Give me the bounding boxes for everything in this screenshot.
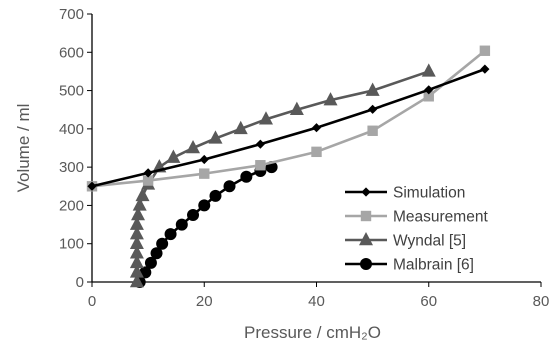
data-point-malbrain-6 bbox=[150, 247, 163, 260]
series-simulation bbox=[87, 64, 490, 191]
data-point-measurement bbox=[199, 168, 210, 179]
legend-label: Malbrain [6] bbox=[393, 257, 474, 274]
data-point-simulation bbox=[480, 64, 490, 74]
y-tick-label: 600 bbox=[59, 44, 84, 61]
legend-item-wyndal-5: Wyndal [5] bbox=[345, 231, 466, 250]
data-point-wyndal-5 bbox=[421, 63, 436, 77]
legend: Simulation Measurement Wyndal [5] Malbrain … bbox=[345, 185, 488, 274]
series-layer bbox=[86, 45, 491, 288]
data-point-simulation bbox=[255, 139, 265, 149]
series-wyndal-5 bbox=[129, 63, 436, 288]
data-point-simulation bbox=[368, 104, 378, 114]
data-point-wyndal-5 bbox=[131, 206, 146, 221]
data-point-wyndal-5 bbox=[289, 101, 304, 115]
data-point-simulation bbox=[199, 154, 209, 165]
data-point-malbrain-6 bbox=[209, 189, 222, 202]
data-point-wyndal-5 bbox=[166, 149, 181, 163]
legend-marker-wyndal-5 bbox=[359, 231, 373, 246]
legend-marker-malbrain-6 bbox=[360, 258, 372, 270]
x-axis-title: Pressure / cmH₂O bbox=[244, 323, 381, 342]
y-tick-label: 200 bbox=[59, 197, 84, 214]
y-tick-label: 400 bbox=[59, 121, 84, 138]
data-point-simulation bbox=[311, 123, 322, 133]
series-line-malbrain-6 bbox=[138, 165, 273, 283]
x-tick-label: 60 bbox=[420, 293, 437, 310]
x-tick-label: 40 bbox=[308, 293, 325, 310]
data-point-malbrain-6 bbox=[198, 199, 211, 212]
data-point-measurement bbox=[255, 160, 266, 171]
data-point-malbrain-6 bbox=[223, 180, 236, 193]
legend-label: Measurement bbox=[393, 209, 488, 226]
legend-marker-simulation bbox=[361, 187, 371, 197]
data-point-wyndal-5 bbox=[233, 120, 248, 135]
x-tick-label: 80 bbox=[533, 293, 550, 310]
data-point-wyndal-5 bbox=[129, 245, 144, 259]
data-point-malbrain-6 bbox=[187, 209, 200, 221]
data-point-wyndal-5 bbox=[208, 130, 223, 144]
x-tick-label: 0 bbox=[88, 293, 96, 310]
data-point-wyndal-5 bbox=[323, 92, 338, 106]
data-point-wyndal-5 bbox=[186, 139, 201, 154]
data-point-wyndal-5 bbox=[132, 197, 147, 211]
data-point-malbrain-6 bbox=[156, 237, 169, 250]
legend-item-malbrain-6: Malbrain [6] bbox=[345, 257, 474, 274]
y-tick-label: 700 bbox=[59, 6, 84, 23]
data-point-measurement bbox=[367, 125, 378, 136]
data-point-wyndal-5 bbox=[365, 82, 380, 96]
data-point-measurement bbox=[423, 91, 434, 102]
data-point-simulation bbox=[143, 168, 153, 178]
data-point-wyndal-5 bbox=[258, 111, 273, 125]
y-axis-title: Volume / ml bbox=[14, 104, 33, 193]
axes: 0 100 200 300 400 500 600 700 0 20 40 60 80 bbox=[59, 6, 549, 310]
legend-marker-measurement bbox=[360, 210, 372, 222]
data-point-simulation bbox=[87, 181, 97, 191]
data-point-measurement bbox=[311, 146, 322, 158]
data-point-simulation bbox=[424, 85, 434, 95]
x-tick-label: 20 bbox=[196, 293, 213, 310]
data-point-measurement bbox=[479, 45, 491, 56]
data-point-wyndal-5 bbox=[129, 264, 144, 278]
data-point-wyndal-5 bbox=[129, 273, 144, 288]
y-tick-label: 500 bbox=[59, 83, 84, 100]
y-tick-label: 100 bbox=[59, 236, 84, 253]
data-point-malbrain-6 bbox=[164, 228, 177, 241]
legend-item-measurement: Measurement bbox=[345, 209, 488, 226]
data-point-malbrain-6 bbox=[175, 218, 188, 231]
data-point-wyndal-5 bbox=[129, 254, 144, 269]
data-point-wyndal-5 bbox=[129, 235, 144, 249]
series-line-simulation bbox=[91, 67, 486, 188]
y-tick-label: 0 bbox=[76, 274, 84, 291]
series-line-measurement bbox=[91, 49, 486, 188]
legend-label: Wyndal [5] bbox=[393, 233, 466, 250]
data-point-wyndal-5 bbox=[129, 216, 144, 230]
data-point-malbrain-6 bbox=[144, 256, 157, 269]
legend-label: Simulation bbox=[393, 185, 465, 202]
data-point-malbrain-6 bbox=[240, 170, 253, 183]
data-point-wyndal-5 bbox=[135, 187, 150, 202]
data-point-measurement bbox=[142, 175, 154, 186]
legend-item-simulation: Simulation bbox=[345, 185, 465, 202]
data-point-wyndal-5 bbox=[129, 226, 144, 240]
y-tick-label: 300 bbox=[59, 159, 84, 176]
